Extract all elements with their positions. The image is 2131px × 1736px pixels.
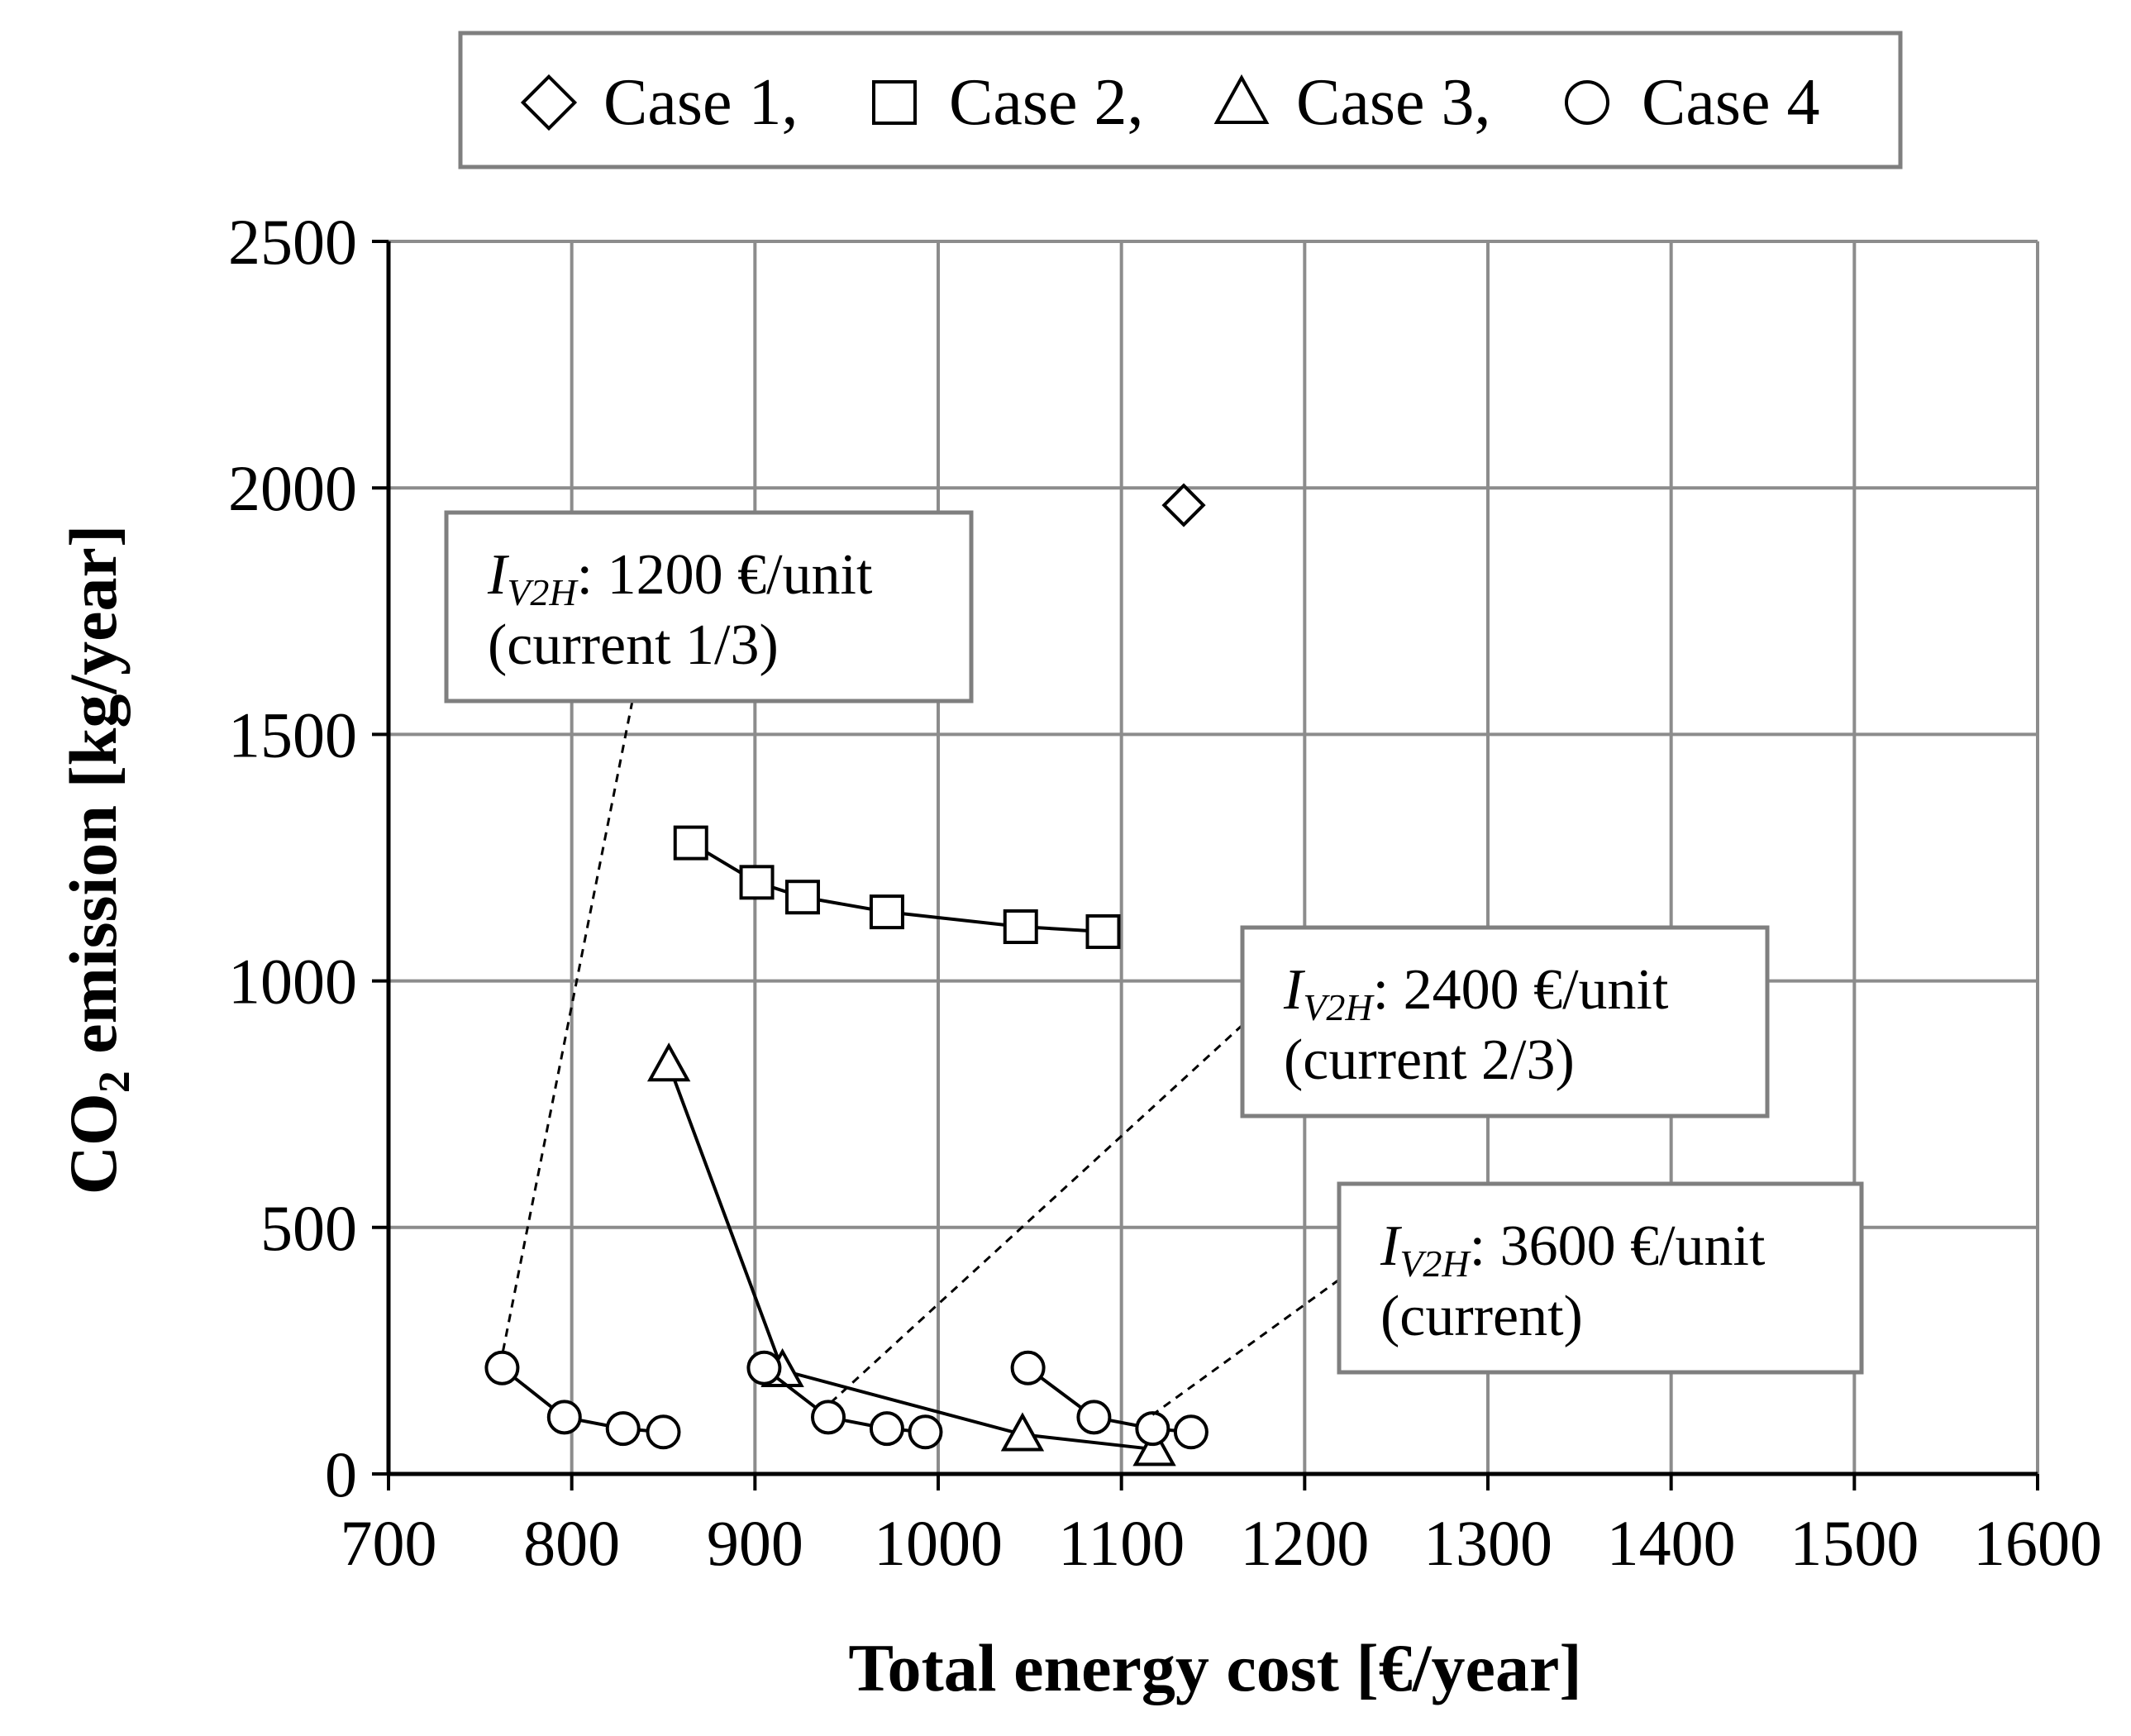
legend-square-icon	[872, 80, 917, 125]
annotation-box	[444, 510, 974, 703]
annotations: IV2H: 1200 €/unit(current 1/3)IV2H: 2400…	[444, 510, 1864, 1416]
annotation-subscript: V2H	[1303, 986, 1375, 1028]
case-4-point	[646, 1414, 681, 1450]
x-tick-label: 1600	[1973, 1507, 2102, 1579]
case-4-line	[763, 1366, 926, 1434]
legend-circle-icon	[1565, 80, 1609, 125]
y-tick-label: 1500	[228, 699, 357, 770]
annotation-line1: IV2H: 2400 €/unit	[1283, 958, 1669, 1028]
case-2-point	[869, 894, 904, 930]
x-tick-label: 1400	[1607, 1507, 1736, 1579]
x-tick-label: 1000	[874, 1507, 1003, 1579]
legend-label: Case 3,	[1296, 66, 1491, 139]
case-4-line	[1027, 1366, 1192, 1434]
case-4-point	[1010, 1350, 1046, 1385]
annotation-leader	[500, 700, 634, 1357]
case-2-point	[739, 865, 775, 900]
case-2-point	[673, 825, 708, 861]
case-2-point	[1003, 909, 1038, 944]
x-axis-label: Total energy cost [€/year]	[848, 1630, 1581, 1705]
legend-diamond-icon	[520, 74, 578, 131]
case-4-point	[1076, 1400, 1112, 1435]
annotation-leader	[827, 1023, 1244, 1406]
y-tick-label: 500	[260, 1192, 357, 1264]
case-2-point	[1085, 913, 1121, 949]
case-3-line	[667, 1064, 1155, 1452]
legend-label: Case 1,	[603, 66, 799, 139]
y-tick-label: 0	[325, 1438, 357, 1510]
legend-label: Case 2,	[949, 66, 1144, 139]
x-tick-label: 800	[523, 1507, 620, 1579]
y-axis-label-subscript: 2	[89, 1071, 139, 1093]
case-4-line	[501, 1366, 664, 1434]
data-series	[484, 483, 1209, 1467]
y-tick-label: 2000	[228, 452, 357, 524]
legend: Case 1, Case 2, Case 3, Case 4	[458, 31, 1903, 169]
x-tick-labels: 700 800 900 1000 1100 1200 1300 1400 1500 1600	[341, 1474, 2102, 1579]
case-1-point	[1161, 483, 1206, 527]
annotation-symbol: I	[1283, 958, 1306, 1022]
grid-lines	[389, 240, 2039, 1474]
annotation-line1: IV2H: 3600 €/unit	[1380, 1214, 1766, 1285]
annotation-line2: (current)	[1380, 1285, 1583, 1348]
y-axis-label: CO2 emission [kg/year]	[55, 525, 139, 1195]
y-axis-label-suffix: emission [kg/year]	[55, 525, 131, 1071]
y-tick-labels: 0 500 1000 1500 2000 2500	[228, 206, 389, 1510]
legend-box	[458, 31, 1903, 169]
y-tick-label: 1000	[228, 946, 357, 1018]
annotation-subscript: V2H	[507, 571, 579, 613]
legend-triangle-icon	[1213, 74, 1270, 124]
legend-label: Case 4	[1642, 66, 1820, 139]
x-tick-label: 1200	[1240, 1507, 1369, 1579]
case-4-point	[605, 1411, 641, 1447]
case-4-point	[1135, 1411, 1170, 1447]
case-3-point	[1132, 1427, 1176, 1467]
case-4-point	[1173, 1414, 1209, 1450]
annotation-box	[1240, 925, 1770, 1118]
x-tick-label: 1500	[1790, 1507, 1919, 1579]
annotation-value: : 2400 €/unit	[1373, 958, 1669, 1022]
annotation-leader	[1151, 1278, 1340, 1416]
case-4-point	[484, 1350, 520, 1385]
annotation-value: : 3600 €/unit	[1470, 1214, 1766, 1278]
y-tick-label: 2500	[228, 206, 357, 278]
annotation-symbol: I	[487, 543, 510, 607]
x-tick-label: 900	[707, 1507, 803, 1579]
case-3-point	[646, 1042, 691, 1082]
annotation-box	[1337, 1181, 1864, 1375]
annotation-line1: IV2H: 1200 €/unit	[487, 543, 873, 613]
case-4-point	[546, 1400, 582, 1435]
case-4-point	[908, 1414, 943, 1450]
y-axis-label-prefix: CO	[55, 1093, 131, 1195]
axes	[386, 241, 2038, 1476]
annotation-value: : 1200 €/unit	[577, 543, 873, 607]
annotation-subscript: V2H	[1399, 1242, 1471, 1285]
annotation-line2: (current 2/3)	[1284, 1028, 1575, 1092]
case-4-point	[811, 1400, 846, 1435]
x-tick-label: 700	[341, 1507, 437, 1579]
case-3-point	[1000, 1412, 1045, 1452]
case-4-point	[869, 1411, 904, 1447]
case-2-point	[784, 880, 820, 915]
case-4-point	[746, 1350, 782, 1385]
annotation-symbol: I	[1380, 1214, 1403, 1278]
x-tick-label: 1300	[1423, 1507, 1552, 1579]
x-tick-label: 1100	[1058, 1507, 1185, 1579]
annotation-line2: (current 1/3)	[488, 613, 779, 677]
